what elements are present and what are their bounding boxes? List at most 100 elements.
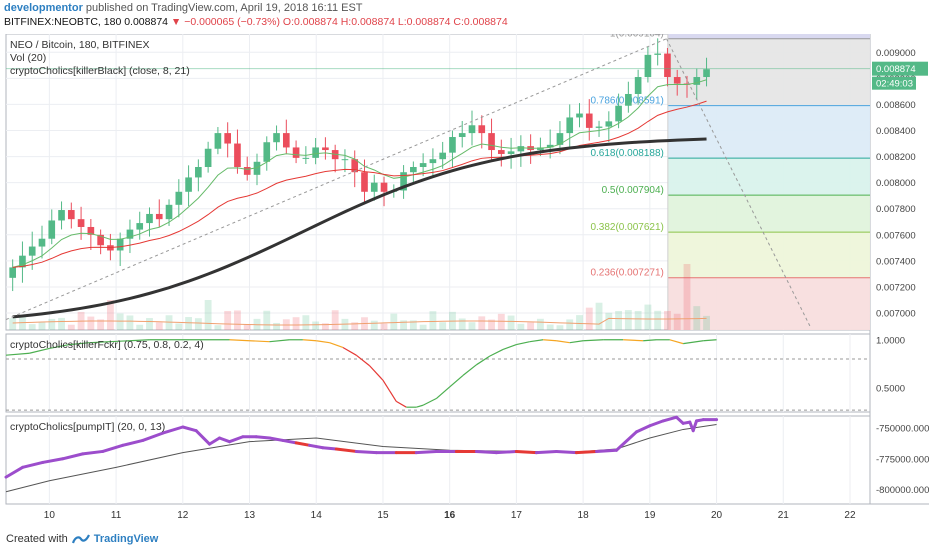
x-tick-label-18: 18 [578,510,590,521]
y-tick-label-6: 0.008200 [876,152,916,163]
candle-body [468,125,476,134]
volume-bar [97,319,105,330]
pump-y-tick-0: -750000.0000 [876,424,929,435]
fib-label-4: 0.382(0.007621) [590,222,663,233]
fckr-segment [355,354,370,367]
pump-main-segment [514,449,538,455]
pane-frame-2 [5,333,871,413]
fib-zone-5 [667,277,870,330]
volume-bar [517,323,525,330]
volume-bar [644,304,652,330]
volume-bar [243,324,251,330]
candle-body [302,157,310,159]
pump-main-segment [594,448,618,453]
countdown-tag [872,76,916,90]
footer: Created with TradingView [6,530,158,548]
fckr-segment [669,339,684,345]
candle-body [439,152,446,160]
pump-main-segment [554,449,578,455]
fckr-segment [89,341,110,344]
fckr-segment [129,339,150,342]
candle-body [38,238,46,247]
volume-bar [673,313,681,330]
x-tick-label-10: 10 [44,510,56,521]
candle-body [322,147,329,151]
fib-label-0: 1(0.009104) [610,34,664,40]
candle-body [116,238,124,251]
candle-body [263,142,271,162]
volume-bar [155,322,163,330]
volume-bar [409,320,417,330]
volume-bar [439,322,447,330]
x-tick-label-14: 14 [311,510,323,521]
chart-header: developmentor published on TradingView.c… [0,0,932,30]
volume-bar [634,310,642,330]
volume-bar [87,316,95,330]
candle-body [87,226,95,235]
pump-main-segment [81,449,105,456]
y-tick-label-7: 0.008400 [876,126,916,137]
pump-main-segment [41,457,65,464]
candle-body [458,133,466,138]
fib-zone-0 [667,38,870,106]
x-tick-label-15: 15 [377,510,389,521]
volume-bar [536,318,544,330]
candle-body [478,125,486,134]
fckr-segment [369,365,384,381]
fckr-segment [643,339,657,342]
volume-bar [321,323,329,330]
price-change: ▼ −0.000065 (−0.73%) [170,16,280,28]
pump-main-segment [181,425,198,433]
sma-thick-line [12,137,707,319]
volume-bar [664,310,671,330]
pump-main-segment [494,449,518,455]
pump-main-segment [634,424,652,434]
fib-label-3: 0.5(0.007904) [602,185,664,196]
fckr-segment [543,339,557,342]
candle-body [361,172,368,192]
candle-body [410,167,417,173]
fckr-legend: cryptoCholics[killerFckr] (0.75, 0.8, 0.… [10,339,204,351]
pump-main-segment [194,429,211,446]
chart-svg[interactable]: 1(0.009104)0.786(0.008591)0.618(0.008188… [4,29,932,526]
chart-area[interactable]: 1(0.009104)0.786(0.008591)0.618(0.008188… [4,29,932,526]
pump-signal-line [5,424,717,493]
candle-body [625,93,632,106]
pump-main-segment [141,431,165,442]
candle-body [19,255,26,268]
publish-line: developmentor published on TradingView.c… [4,2,363,14]
volume-bar [351,322,359,330]
x-tick-label-12: 12 [177,510,189,521]
volume-bar [116,313,124,330]
candle-body [449,137,456,153]
fckr-segment [462,364,477,376]
volume-bar [497,313,505,330]
fckr-segment [569,340,584,344]
volume-bar [204,300,212,330]
fckr-segment [623,339,644,342]
symbol-line: BITFINEX:NEOBTC, 180 0.008874 ▼ −0.00006… [4,16,508,28]
candle-body [126,229,134,239]
pump-legend: cryptoCholics[pumpIT] (20, 0, 13) [10,421,165,433]
pump-main-segment [61,452,85,461]
pump-main-segment [354,449,378,455]
volume-bar [126,315,134,330]
fckr-segment [302,339,317,342]
pump-main-segment [101,443,125,453]
fckr-segment [329,342,344,349]
volume-bar [683,264,691,330]
candle-body [634,77,642,94]
volume-bar [106,300,114,330]
candle-body [497,150,505,154]
candle-body [28,246,36,256]
candle-body [419,163,427,168]
tradingview-brand[interactable]: TradingView [93,533,159,545]
candle-body [48,220,56,239]
volume-bar [468,322,476,330]
candle-body [429,159,437,164]
x-tick-label-11: 11 [111,510,122,521]
volume-bar [654,310,662,330]
author-link[interactable]: developmentor [4,2,83,14]
pump-main-segment [474,449,498,455]
candle-body [214,133,222,149]
